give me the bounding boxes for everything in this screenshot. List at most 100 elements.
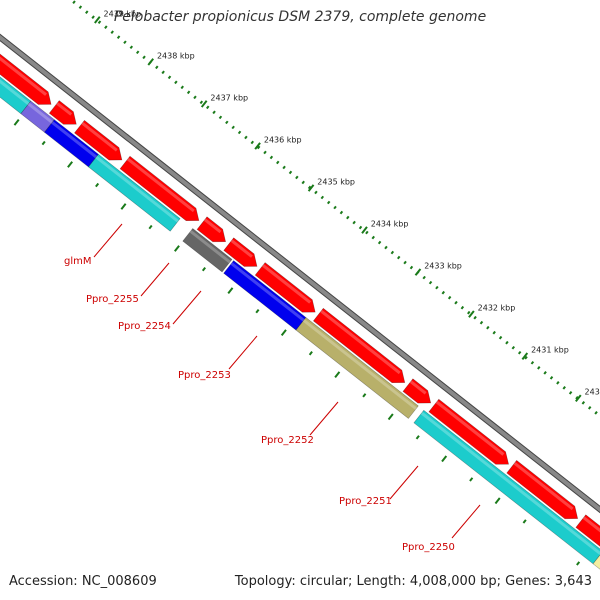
cds-arrow xyxy=(0,53,52,105)
backbone-line xyxy=(0,34,600,512)
cds-arrow-highlight xyxy=(435,400,505,456)
cds-arrow-highlight xyxy=(126,157,195,213)
minor-tick xyxy=(581,401,586,405)
minor-tick xyxy=(320,195,325,200)
scale-label: 2438 kbp xyxy=(157,51,195,60)
minor-tick xyxy=(467,310,471,315)
cds-arrow-highlight xyxy=(320,309,401,375)
cds-arrow-highlight xyxy=(81,121,118,152)
minor-tick xyxy=(97,20,102,25)
minor-tick xyxy=(282,165,286,170)
minor-tick xyxy=(505,340,509,345)
cds-arrow xyxy=(312,307,406,384)
gene-label: Ppro_2253 xyxy=(178,370,231,381)
minor-tick xyxy=(594,411,598,415)
gene-label: Ppro_2255 xyxy=(86,294,139,305)
blue-block-highlight xyxy=(230,262,305,322)
scale-label: 2431 kbp xyxy=(531,346,569,355)
minor-tick xyxy=(212,110,216,115)
cds-arrow-highlight xyxy=(203,218,222,234)
leader-line xyxy=(140,262,170,297)
olive-block xyxy=(295,317,419,419)
inner-minor-tick xyxy=(576,561,581,566)
minor-tick xyxy=(486,325,490,330)
minor-tick xyxy=(116,35,121,40)
inner-tick xyxy=(334,371,341,379)
cds-arrow xyxy=(196,216,226,243)
inner-tick xyxy=(494,497,501,505)
minor-tick xyxy=(587,406,592,410)
cds-arrow xyxy=(575,514,600,547)
minor-tick xyxy=(435,285,439,290)
minor-tick xyxy=(460,305,465,310)
cds-arrow xyxy=(428,398,509,465)
purple-block-highlight xyxy=(27,102,54,124)
olive-block-highlight xyxy=(302,319,417,410)
minor-tick xyxy=(180,85,184,90)
minor-tick xyxy=(206,105,210,110)
backbone xyxy=(0,33,600,514)
minor-tick xyxy=(314,190,318,195)
cds-arrow xyxy=(506,459,579,520)
cyan-block-highlight xyxy=(420,411,600,556)
cds-arrow xyxy=(48,100,77,125)
minor-tick xyxy=(104,25,108,30)
minor-tick xyxy=(244,135,248,140)
inner-minor-tick xyxy=(148,224,153,230)
inner-minor-tick xyxy=(362,393,367,398)
minor-tick xyxy=(358,225,363,230)
leader-line xyxy=(93,223,123,258)
scale-label: 2439 kbp xyxy=(104,9,142,18)
minor-tick xyxy=(199,100,204,105)
minor-tick xyxy=(568,391,573,395)
minor-tick xyxy=(326,200,331,205)
minor-tick xyxy=(562,386,566,390)
gene-label: Ppro_2252 xyxy=(261,435,314,446)
blue-block-highlight xyxy=(51,121,98,159)
minor-tick xyxy=(543,370,547,375)
cds-arrow-highlight xyxy=(582,516,600,533)
cds-arrow xyxy=(74,119,123,161)
minor-tick xyxy=(276,160,280,165)
leader-line xyxy=(309,401,339,436)
inner-minor-tick xyxy=(469,477,474,482)
major-tick xyxy=(521,352,529,360)
yellow-block xyxy=(592,554,600,570)
scale-label: 2434 kbp xyxy=(371,219,409,228)
minor-tick xyxy=(155,65,159,70)
cyan-block xyxy=(88,153,181,232)
minor-tick xyxy=(269,155,274,160)
minor-tick xyxy=(263,150,267,155)
inner-tick xyxy=(387,413,394,421)
minor-tick xyxy=(161,70,165,75)
major-tick xyxy=(200,100,208,108)
gene-label: Ppro_2254 xyxy=(118,321,171,332)
minor-tick xyxy=(167,75,172,80)
minor-ticks xyxy=(72,0,598,415)
scale-label: 2435 kbp xyxy=(317,177,355,186)
major-tick xyxy=(468,310,475,318)
gene-label: glmM xyxy=(64,256,92,267)
minor-tick xyxy=(295,175,299,180)
scale-label: 2433 kbp xyxy=(424,262,462,271)
minor-tick xyxy=(492,330,496,335)
minor-tick xyxy=(428,280,433,285)
minor-tick xyxy=(352,220,356,225)
minor-tick xyxy=(396,255,401,260)
inner-minor-tick xyxy=(522,519,527,524)
minor-tick xyxy=(409,265,414,270)
features xyxy=(0,53,600,570)
inner-tick xyxy=(67,161,73,168)
cds-arrow-highlight xyxy=(262,264,312,304)
minor-tick xyxy=(479,320,484,325)
minor-tick xyxy=(371,235,375,240)
minor-tick xyxy=(447,295,452,300)
inner-minor-tick xyxy=(255,309,260,314)
minor-tick xyxy=(339,210,344,215)
scale-label: 2437 kbp xyxy=(210,93,248,102)
minor-tick xyxy=(473,315,477,320)
minor-tick xyxy=(524,355,528,360)
minor-tick xyxy=(346,215,350,220)
scale-label: 2432 kbp xyxy=(478,304,516,313)
minor-tick xyxy=(123,40,127,45)
